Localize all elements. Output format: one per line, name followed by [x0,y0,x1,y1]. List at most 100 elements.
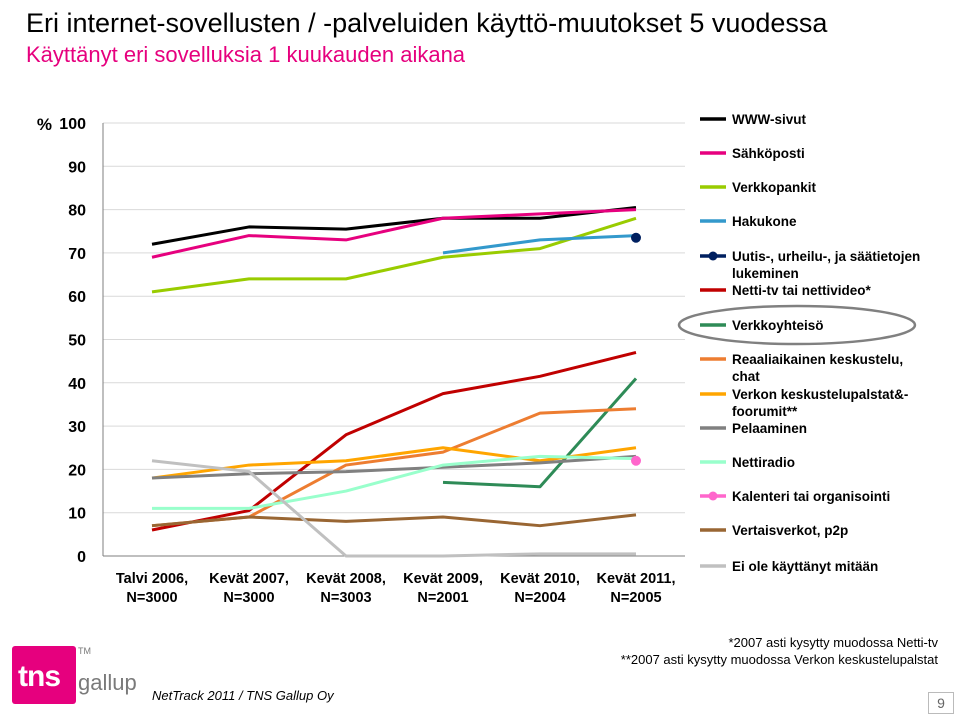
legend-entry-13: Ei ole käyttänyt mitään [700,559,878,574]
legend-label-line: chat [732,369,760,384]
series-11-point-0 [631,455,641,466]
legend-entry-4: Uutis-, urheilu-, ja säätietojen lukemine… [700,249,920,281]
legend-label-line: Verkkopankit [732,180,817,195]
series-3-line [442,234,637,255]
legend-label-line: Verkon keskustelupalstat&- [732,387,908,402]
series-2 [151,216,637,294]
x-tick-label-4: Kevät 2010, N=2004 [500,571,580,606]
x-tick-label-line: N=3000 [126,590,177,606]
series-9-line [151,454,637,480]
series-6 [442,377,638,489]
legend-label-line: Pelaaminen [732,421,807,436]
page-number: 9 [928,692,954,714]
x-tick-label-line: Kevät 2010, [500,571,580,587]
legend-entry-0: WWW-sivut [700,112,806,127]
legend-label-9: Pelaaminen [732,421,807,436]
legend-label-13: Ei ole käyttänyt mitään [732,559,878,574]
tns-logo-trademark: TM [78,646,91,656]
series-0 [151,205,637,246]
series-4-point-0 [631,232,641,243]
legend-label-6: Verkkoyhteisö [732,318,824,333]
y-tick-label-40: 40 [68,376,86,393]
legend-swatch-dot-4 [708,251,718,261]
x-tick-label-line: N=2001 [417,590,468,606]
legend-label-line: WWW-sivut [732,112,806,127]
x-tick-label-line: N=2004 [514,590,565,606]
footnote-keskustelupalstat: **2007 asti kysytty muodossa Verkon kesk… [620,652,938,667]
series-10-line [152,454,637,510]
x-tick-label-3: Kevät 2009, N=2001 [403,571,483,606]
x-tick-label-line: Kevät 2008, [306,571,386,587]
legend-label-line: Ei ole käyttänyt mitään [732,559,878,574]
legend-highlight-ellipse [677,304,917,346]
series-1 [151,208,637,259]
x-tick-label-0: Talvi 2006, N=3000 [116,571,188,606]
legend-label-line: foorumit** [732,404,798,419]
legend-label-line: Netti-tv tai nettivideo* [732,283,872,298]
legend-label-line: Uutis-, urheilu-, ja säätietojen [732,249,920,264]
x-tick-label-line: N=3000 [223,590,274,606]
legend-entry-1: Sähköposti [700,146,805,161]
legend-label-line: Vertaisverkot, p2p [732,523,848,538]
x-tick-label-line: Kevät 2011, [596,571,675,587]
series-8-line [151,446,637,480]
x-tick-label-line: Talvi 2006, [116,571,188,587]
legend-label-10: Nettiradio [732,455,795,470]
legend-entry-7: Reaaliaikainen keskustelu, chat [700,352,903,384]
series-6-line [442,377,638,489]
series-10 [152,454,637,510]
legend-label-1: Sähköposti [732,146,805,161]
legend-entry-5: Netti-tv tai nettivideo* [700,283,872,298]
y-tick-label-90: 90 [68,159,86,176]
legend-label-line: Sähköposti [732,146,805,161]
series-12 [151,513,637,528]
series-3 [442,234,637,255]
y-tick-label-0: 0 [77,549,86,566]
y-tick-label-10: 10 [68,506,86,523]
x-tick-label-line: N=2005 [610,590,661,606]
y-tick-label-20: 20 [68,462,86,479]
legend-entry-3: Hakukone [700,214,797,229]
source-note: NetTrack 2011 / TNS Gallup Oy [152,688,334,703]
series-5 [151,351,637,532]
y-tick-label-70: 70 [68,246,86,263]
series-0-line [151,205,637,246]
legend-entry-2: Verkkopankit [700,180,817,195]
x-tick-label-line: N=3003 [320,590,371,606]
legend-label-12: Vertaisverkot, p2p [732,523,848,538]
page-title: Eri internet-sovellusten / -palveluiden … [26,8,828,38]
tns-logo-text: tns [18,660,61,693]
legend-label-4: Uutis-, urheilu-, ja säätietojen lukemine… [732,249,920,281]
series-13 [151,459,636,558]
legend-label-line: Verkkoyhteisö [732,318,824,333]
x-tick-label-line: Kevät 2007, [209,571,289,587]
legend-label-line: Hakukone [732,214,797,229]
legend-entry-9: Pelaaminen [700,421,807,436]
series-9 [151,454,637,480]
series-1-line [151,208,637,259]
series-5-line [151,351,637,532]
series-4 [631,232,641,243]
x-tick-label-line: Kevät 2009, [403,571,483,587]
x-tick-label-2: Kevät 2008, N=3003 [306,571,386,606]
series-2-line [151,216,637,294]
legend-label-7: Reaaliaikainen keskustelu, chat [732,352,903,384]
series-12-line [151,513,637,528]
series-11 [631,455,641,466]
y-tick-label-50: 50 [68,333,86,350]
x-tick-label-1: Kevät 2007, N=3000 [209,571,289,606]
series-13-line [151,459,636,558]
series-8 [151,446,637,480]
legend-label-line: Reaaliaikainen keskustelu, [732,352,903,367]
legend-entry-8: Verkon keskustelupalstat&- foorumit** [700,387,908,419]
legend-label-2: Verkkopankit [732,180,817,195]
x-tick-label-5: Kevät 2011, N=2005 [596,571,675,606]
legend-swatch-dot-11 [708,491,718,501]
tns-logo-background [12,646,76,704]
gallup-logo-text: gallup [78,670,137,695]
page-subtitle: Käyttänyt eri sovelluksia 1 kuukauden ai… [26,42,466,67]
y-tick-label-80: 80 [68,203,86,220]
legend-label-line: Kalenteri tai organisointi [732,489,890,504]
y-axis-label: % [37,115,52,134]
